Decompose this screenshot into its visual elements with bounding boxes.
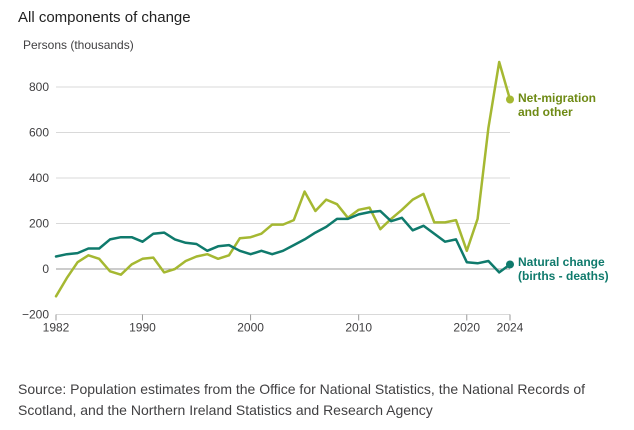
x-tick-label: 2020 <box>453 321 480 335</box>
x-tick-label: 2000 <box>237 321 264 335</box>
x-tick-label: 1982 <box>43 321 70 335</box>
y-tick-label: −200 <box>22 308 49 322</box>
net-migration-end-marker <box>506 95 514 104</box>
chart-title: All components of change <box>18 9 191 26</box>
natural-change-line <box>54 209 512 274</box>
x-tick-label: 1990 <box>129 321 156 335</box>
net-migration-legend-label: Net-migration <box>518 91 596 105</box>
line-chart: −200 0 200 400 600 800 1982 1990 2000 2010 2020 20… <box>22 60 609 335</box>
net-migration-legend-label: and other <box>518 105 573 119</box>
natural-change-legend-label: Natural change <box>518 255 605 269</box>
natural-change-legend-label: (births - deaths) <box>518 269 609 283</box>
y-axis-label: Persons (thousands) <box>23 38 134 52</box>
y-tick-label: 800 <box>29 80 49 94</box>
source-note: Source: Population estimates from the Of… <box>18 381 586 418</box>
y-tick-label: 400 <box>29 171 49 185</box>
x-tick-label: 2024 <box>497 321 524 335</box>
net-migration-line <box>54 60 512 298</box>
y-tick-label: 600 <box>29 126 49 140</box>
y-tick-label: 0 <box>42 262 49 276</box>
natural-change-end-marker <box>506 260 514 269</box>
x-tick-label: 2010 <box>345 321 372 335</box>
y-tick-label: 200 <box>29 217 49 231</box>
